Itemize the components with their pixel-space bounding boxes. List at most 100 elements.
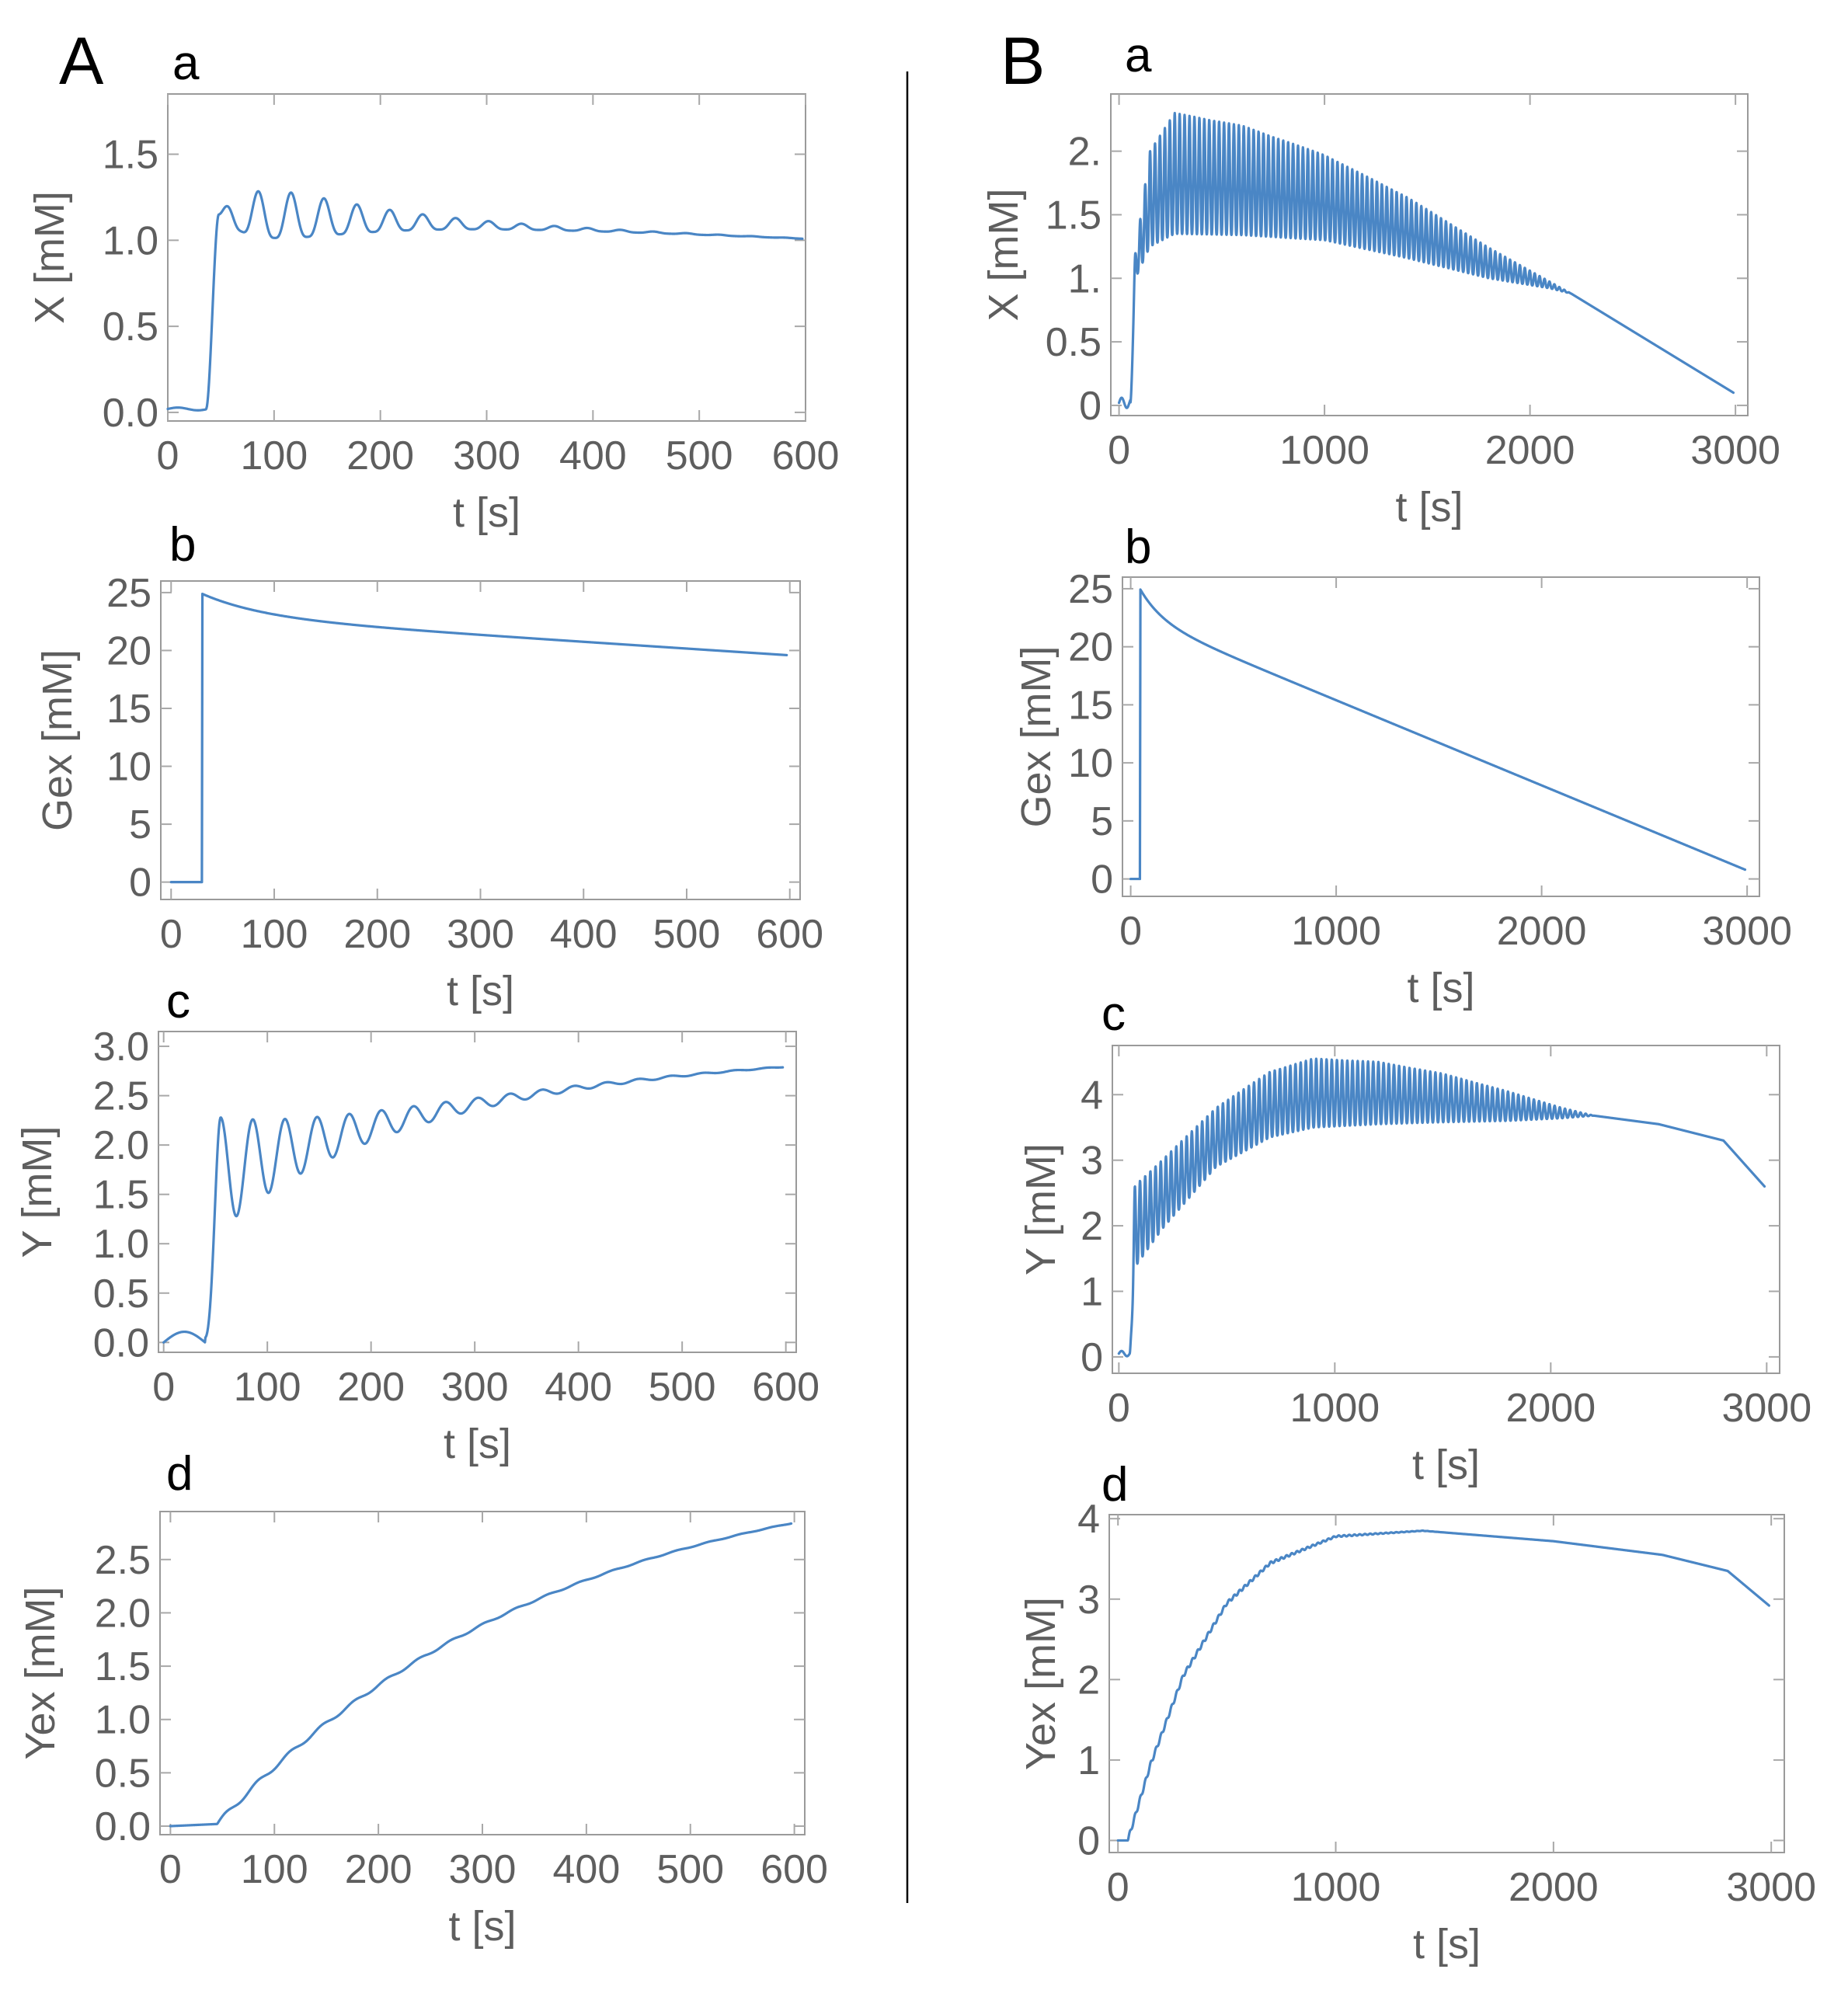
chart-Bb: b 0 1000 2000 3000 0 5 10 15 20 25 t [s] Gex [mM]	[1013, 520, 1792, 1011]
y-tick-label: 5	[129, 802, 151, 847]
y-tick-label: 4	[1081, 1073, 1103, 1118]
plot-frame	[1112, 1045, 1780, 1374]
y-tick-label: 0	[1081, 1335, 1103, 1380]
x-tick-label: 600	[772, 433, 840, 478]
x-tick-label: 0	[1108, 1386, 1130, 1431]
x-tick-label: 1000	[1291, 1865, 1381, 1910]
x-axis-label: t [s]	[444, 1421, 511, 1467]
x-tick-label: 100	[240, 433, 308, 478]
x-tick-label: 500	[666, 433, 733, 478]
x-tick-label: 200	[345, 1847, 412, 1892]
y-tick-label: 1.5	[103, 133, 158, 178]
x-tick-label: 1000	[1291, 909, 1381, 954]
chart-Ba: a 0 1000 2000 3000 0 0.5 1. 1.5 2. t [s] X [mM]	[980, 29, 1780, 531]
series-line	[1117, 112, 1735, 409]
x-tick-label: 400	[559, 433, 627, 478]
x-tick-label: 400	[550, 912, 618, 957]
x-tick-label: 0	[1108, 428, 1130, 473]
y-tick-label: 1	[1077, 1738, 1100, 1783]
x-tick-label: 600	[752, 1365, 820, 1410]
series-line	[166, 190, 804, 412]
subpanel-letter: d	[1101, 1458, 1128, 1512]
x-tick-label: 300	[453, 433, 520, 478]
x-tick-label: 3000	[1690, 428, 1780, 473]
chart-Aa: a 0 100 200 300 400 500 600 0.0 0.5 1.0 1.5 t [s] X […	[26, 37, 839, 536]
x-tick-label: 0	[157, 433, 179, 478]
x-axis-label: t [s]	[1412, 1442, 1480, 1488]
x-tick-label: 3000	[1726, 1865, 1816, 1910]
y-tick-label: 15	[106, 687, 151, 732]
plot-frame	[160, 580, 801, 900]
y-tick-label: 0	[1077, 1818, 1100, 1863]
chart-Bc: c 0 1000 2000 3000 0 1 2 3 4 t [s] Y [mM]	[1018, 987, 1811, 1488]
x-tick-label: 300	[447, 912, 514, 957]
y-tick-label: 0.5	[95, 1751, 151, 1796]
x-tick-label: 300	[441, 1365, 509, 1410]
y-tick-label: 1.0	[95, 1698, 151, 1743]
y-tick-label: 1.5	[93, 1173, 149, 1218]
x-tick-label: 600	[760, 1847, 828, 1892]
x-tick-label: 500	[656, 1847, 724, 1892]
x-axis-label: t [s]	[448, 1903, 516, 1950]
y-axis-label: X [mM]	[980, 189, 1027, 322]
y-tick-label: 1.5	[1046, 193, 1101, 238]
x-tick-label: 3000	[1702, 909, 1792, 954]
x-tick-label: 1000	[1279, 428, 1369, 473]
y-tick-label: 0	[1079, 384, 1101, 429]
x-tick-label: 0	[160, 912, 183, 957]
y-tick-label: 3.0	[93, 1025, 149, 1070]
y-tick-label: 0.5	[93, 1272, 149, 1317]
y-axis-label: X [mM]	[26, 191, 73, 324]
x-tick-label: 400	[552, 1847, 620, 1892]
chart-Ac: c 0 100 200 300 400 500 600 0.00.5 1.01.5 2.02.53.…	[14, 975, 820, 1467]
x-tick-label: 400	[545, 1365, 612, 1410]
subpanel-letter: b	[169, 518, 196, 572]
y-tick-label: 0.0	[103, 391, 158, 436]
x-tick-label: 500	[653, 912, 721, 957]
plot-frame	[158, 1031, 797, 1353]
subpanel-letter: a	[1125, 29, 1152, 82]
plot-frame	[167, 93, 806, 422]
x-axis-label: t [s]	[453, 489, 520, 536]
x-tick-label: 200	[337, 1365, 405, 1410]
y-tick-label: 2.5	[95, 1538, 151, 1583]
y-tick-label: 4	[1077, 1497, 1100, 1542]
chart-Bd: d 0 1000 2000 3000 0 1 2 3 4 t [s] Yex [mM]	[1018, 1458, 1816, 1967]
y-tick-label: 2	[1081, 1204, 1103, 1249]
x-tick-label: 2000	[1509, 1865, 1599, 1910]
subpanel-letter: a	[172, 37, 200, 90]
x-tick-label: 2000	[1505, 1386, 1596, 1431]
x-tick-label: 0	[159, 1847, 182, 1892]
y-tick-label: 1.0	[93, 1222, 149, 1267]
y-tick-label: 20	[1068, 625, 1113, 670]
y-tick-label: 1	[1081, 1270, 1103, 1315]
y-tick-label: 3	[1081, 1139, 1103, 1184]
y-tick-label: 10	[1068, 741, 1113, 786]
y-tick-label: 20	[106, 628, 151, 673]
y-tick-label: 2.0	[93, 1123, 149, 1168]
y-tick-label: 0	[129, 861, 151, 906]
y-tick-label: 2.5	[93, 1074, 149, 1119]
y-axis-label: Yex [mM]	[1018, 1597, 1064, 1770]
x-tick-label: 0	[1119, 909, 1142, 954]
x-tick-label: 100	[234, 1365, 301, 1410]
series-line	[1116, 1529, 1770, 1842]
y-axis-label: Y [mM]	[14, 1125, 61, 1258]
y-tick-label: 25	[1068, 567, 1113, 612]
y-tick-label: 0.0	[95, 1804, 151, 1849]
subpanel-letter: b	[1125, 520, 1151, 574]
x-tick-label: 600	[756, 912, 823, 957]
plot-frame	[1110, 93, 1749, 416]
series-line	[169, 593, 788, 884]
y-axis-label: Gex [mM]	[34, 649, 81, 831]
y-tick-label: 1.	[1068, 256, 1101, 301]
y-tick-label: 1.0	[103, 218, 158, 263]
subpanel-letter: c	[1101, 987, 1126, 1041]
y-axis-label: Gex [mM]	[1013, 645, 1060, 827]
x-tick-label: 2000	[1485, 428, 1575, 473]
x-tick-label: 1000	[1289, 1386, 1380, 1431]
x-tick-label: 500	[649, 1365, 716, 1410]
x-tick-label: 100	[241, 912, 308, 957]
